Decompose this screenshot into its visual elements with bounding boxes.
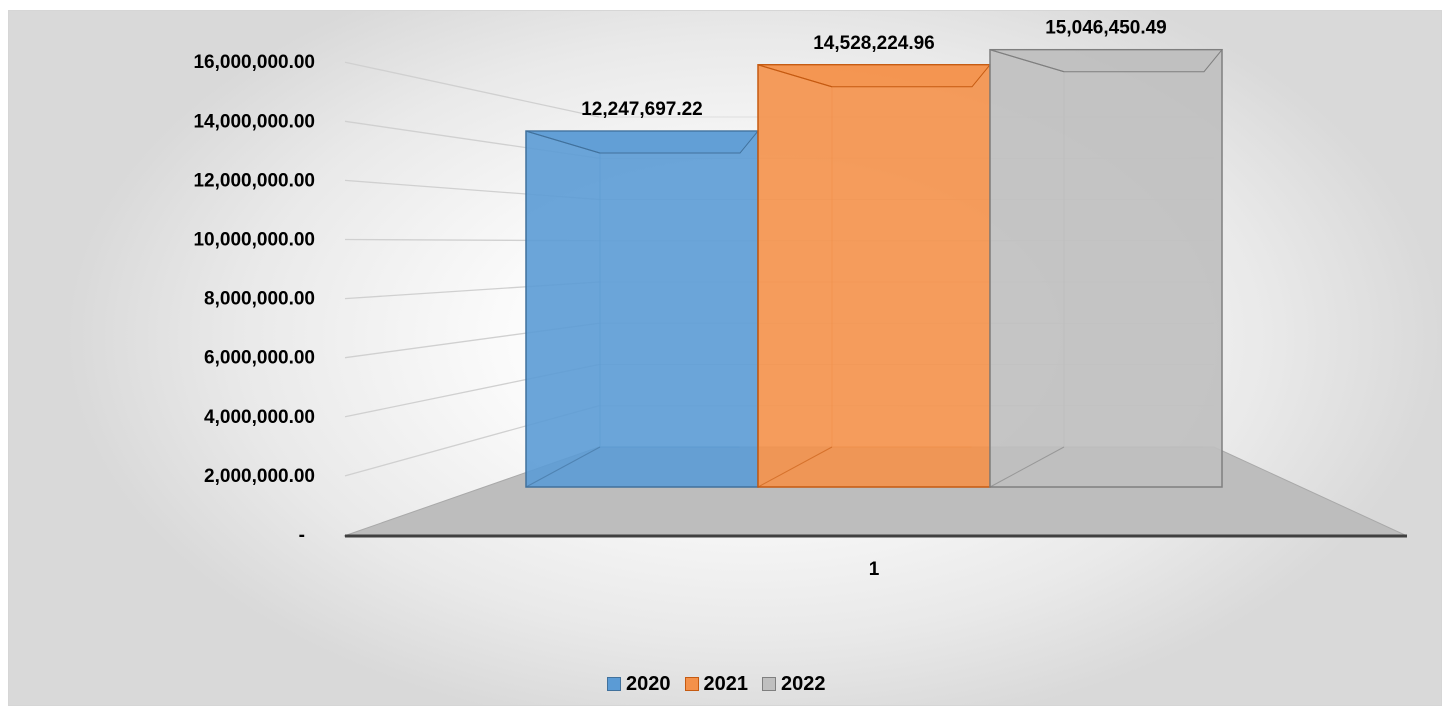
legend-label-2020: 2020	[626, 672, 671, 695]
legend-label-2021: 2021	[703, 672, 749, 695]
bar-2021-edge-tl	[757, 64, 833, 88]
y-tick-label-2: 4,000,000.00	[204, 407, 315, 428]
data-label-2021: 14,528,224.96	[813, 33, 935, 54]
gridline-left-8	[344, 61, 600, 118]
y-tick-label-8: 16,000,000.00	[193, 52, 315, 73]
y-tick-label-6: 12,000,000.00	[193, 170, 315, 191]
y-tick-label-3: 6,000,000.00	[204, 348, 315, 369]
chart-area: - 2,000,000.00 4,000,000.00 6,000,000.00 8,0…	[8, 10, 1442, 706]
bar-2022-edge-bl	[989, 446, 1065, 488]
y-tick-label-5: 10,000,000.00	[193, 230, 315, 251]
legend-swatch-2021	[684, 677, 699, 691]
legend-item-2022: 2022	[762, 673, 826, 696]
bar-2022	[989, 48, 1223, 488]
bar-2022-edge-tl	[989, 49, 1065, 73]
chart-plot: - 2,000,000.00 4,000,000.00 6,000,000.00 8,0…	[193, 18, 1407, 580]
legend-swatch-2020	[607, 677, 621, 691]
y-tick-label-4: 8,000,000.00	[204, 289, 315, 310]
bar-2020-edge-tl	[525, 130, 601, 154]
legend-label-2022: 2022	[781, 672, 826, 695]
y-tick-label-1: 2,000,000.00	[204, 466, 315, 487]
data-label-2022: 15,046,450.49	[1045, 18, 1167, 39]
x-category-label: 1	[869, 559, 880, 580]
bar-2021-edge-bl	[757, 446, 833, 488]
bar-2020	[525, 130, 759, 488]
y-tick-label-7: 14,000,000.00	[193, 111, 315, 132]
legend-item-2021: 2021	[684, 672, 749, 696]
data-label-2020: 12,247,697.22	[581, 99, 703, 120]
bar-2021	[757, 64, 991, 488]
y-tick-label-0: -	[299, 525, 305, 546]
chart-legend: 2020 2021 2022	[607, 671, 826, 697]
legend-swatch-2022	[762, 677, 776, 691]
legend-item-2020: 2020	[607, 673, 671, 696]
bar-2020-edge-bl	[525, 446, 601, 488]
